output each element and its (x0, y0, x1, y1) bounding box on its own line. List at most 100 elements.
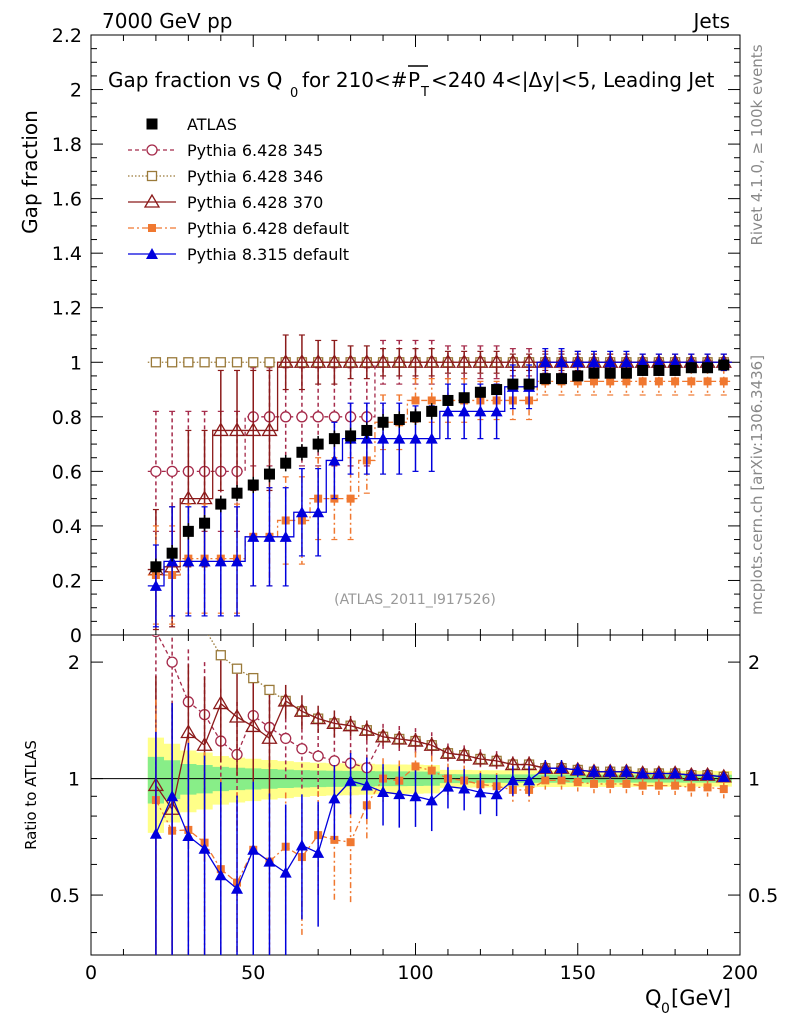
data-point (606, 377, 615, 386)
ratio-point (571, 763, 584, 775)
ratio-point (407, 732, 424, 747)
ratio-point (358, 721, 375, 736)
data-point (248, 357, 259, 368)
series-atlas (150, 359, 730, 575)
ratio-point (703, 783, 712, 792)
y-tick-label: 0.2 (52, 570, 82, 592)
ratio-point (604, 765, 617, 777)
data-point (296, 446, 308, 458)
data-point (474, 405, 487, 417)
data-point (409, 432, 422, 444)
data-point (296, 411, 308, 423)
legend-item-pythia-6-428-346: Pythia 6.428 346 (128, 167, 323, 186)
ratio-point (326, 715, 343, 730)
series-pythia-8-315-default (147, 348, 732, 628)
data-point (247, 479, 259, 491)
ratio-point (701, 769, 714, 781)
ratio-panel-data (147, 635, 732, 955)
legend-marker (148, 224, 156, 232)
ratio-point (391, 730, 408, 745)
data-point (572, 370, 584, 382)
data-point (685, 362, 697, 374)
ratio-y-axis-label: Ratio to ATLAS (22, 740, 40, 850)
data-point (652, 356, 665, 368)
legend-label: Pythia 8.315 default (187, 245, 349, 264)
x-tick-label: 100 (397, 962, 433, 984)
ratio-point (166, 656, 178, 668)
data-point (182, 555, 195, 567)
data-point (474, 386, 486, 398)
ratio-point (295, 839, 308, 851)
data-point (427, 396, 436, 405)
data-point (295, 506, 308, 518)
legend-marker (143, 193, 161, 208)
data-point (702, 362, 714, 374)
data-point (166, 547, 178, 559)
data-point (228, 422, 246, 437)
data-point (442, 394, 454, 406)
legend-label: Pythia 6.428 default (187, 219, 349, 238)
data-point (377, 432, 390, 444)
data-point (423, 353, 440, 368)
title-range: for 210<# (302, 68, 408, 92)
data-point (523, 378, 535, 390)
ratio-point (342, 717, 359, 732)
ratio-point (374, 728, 392, 743)
y-tick-label: 0.6 (52, 461, 82, 483)
data-point (149, 579, 162, 591)
data-point (215, 498, 227, 510)
x-axis-label-unit: [GeV] (671, 986, 731, 1010)
ratio-point (425, 794, 438, 806)
data-point (374, 353, 392, 368)
axis-tick-labels: 0 50 100 150 200 0 0.2 0.4 0.6 0.8 1 1.2 1.4 1.6 1.8 2 2… (50, 25, 778, 984)
title-subscript: 0 (290, 86, 298, 101)
header-right: Jets (692, 9, 730, 33)
data-point (263, 530, 276, 542)
legend-item-pythia-6-428-370: Pythia 6.428 370 (128, 193, 323, 212)
data-point (589, 377, 598, 386)
y-tick-label: 1 (70, 352, 82, 374)
ratio-point (506, 774, 519, 786)
data-point (231, 487, 243, 499)
data-point (361, 424, 373, 436)
data-point (426, 405, 438, 417)
ratio-tick-label-right: 0.5 (748, 885, 778, 907)
y-tick-label: 1.4 (52, 243, 82, 265)
ratio-point (196, 736, 213, 751)
ratio-point (248, 672, 259, 684)
data-point (571, 356, 584, 368)
ratio-tick-label-right: 2 (748, 652, 760, 674)
data-point (458, 392, 470, 404)
ratio-point (719, 785, 728, 794)
ratio-point (263, 855, 276, 867)
legend-label: Pythia 6.428 345 (187, 141, 323, 160)
data-point (587, 356, 600, 368)
y-tick-label: 2 (70, 80, 82, 102)
ratio-point (277, 692, 294, 707)
data-point (247, 530, 260, 542)
data-point (342, 353, 359, 368)
data-point (199, 517, 211, 529)
data-point (490, 405, 503, 417)
legend: ATLAS Pythia 6.428 345 Pythia 6.428 346 Pyt… (128, 115, 349, 264)
data-point (377, 416, 389, 428)
plot-title: Gap fraction vs Q 0 for 210<# P T <240 4… (108, 65, 714, 101)
ratio-point (245, 718, 262, 733)
ratio-point (377, 786, 390, 798)
y-tick-label: 1.8 (52, 134, 82, 156)
data-point (719, 377, 728, 386)
ratio-point (280, 732, 292, 745)
ratio-point (293, 702, 311, 717)
data-point (264, 357, 275, 368)
title-tail: <240 4<|Δy|<5, Leading Jet (431, 68, 714, 92)
ratio-point (427, 766, 436, 775)
ratio-point (328, 792, 341, 804)
data-point (555, 356, 568, 368)
ratio-point (198, 842, 211, 854)
ratio-band-1sigma (147, 756, 732, 804)
ratio-point (228, 708, 246, 723)
title-pt-subscript: T (420, 85, 429, 100)
data-point (182, 525, 194, 537)
ratio-tick-label: 1 (68, 769, 80, 791)
analysis-id: (ATLAS_2011_I917526) (334, 592, 496, 608)
